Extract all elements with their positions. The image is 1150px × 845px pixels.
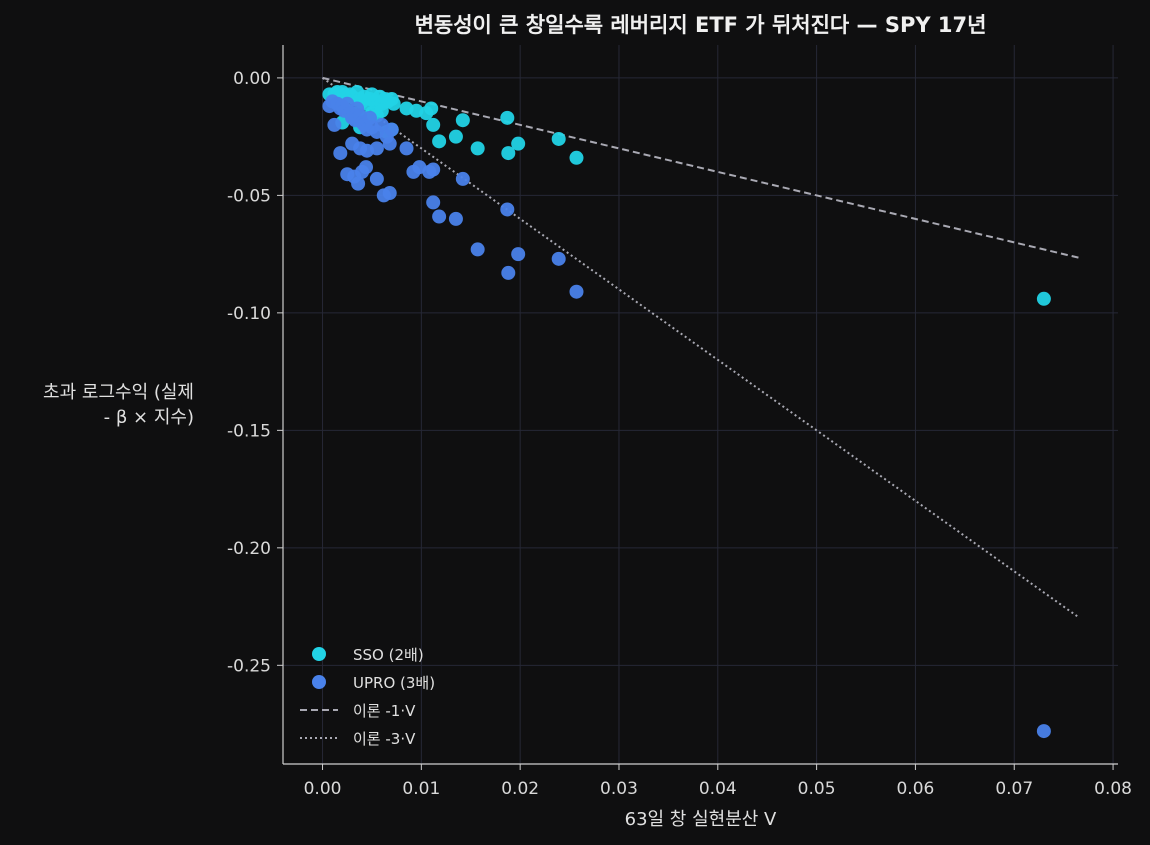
tick-labels: 0.00 0.01 0.02 0.03 0.04 0.05 0.06 0.07 0.08 0.00… bbox=[227, 69, 1132, 799]
x-tick-label: 0.04 bbox=[699, 779, 737, 799]
sso-point bbox=[386, 96, 401, 111]
upro-point bbox=[369, 171, 384, 186]
legend: SSO (2배) UPRO (3배) 이론 -1·V 이론 -3·V bbox=[300, 646, 435, 748]
upro-point bbox=[1036, 724, 1051, 739]
axes bbox=[277, 45, 1118, 770]
legend-label: SSO (2배) bbox=[353, 646, 424, 664]
x-tick-label: 0.01 bbox=[402, 779, 440, 799]
x-tick-label: 0.08 bbox=[1094, 779, 1132, 799]
legend-marker-upro bbox=[312, 675, 326, 689]
upro-point bbox=[501, 265, 516, 280]
upro-point bbox=[426, 162, 441, 177]
legend-entry: 이론 -3·V bbox=[300, 730, 416, 748]
x-axis-title: 63일 창 실현분산 V bbox=[625, 809, 777, 830]
sso-point bbox=[448, 129, 463, 144]
upro-point bbox=[333, 146, 348, 161]
y-axis-title-line-2: - β × 지수) bbox=[104, 407, 194, 428]
theory-lines bbox=[321, 76, 1080, 618]
sso-point bbox=[470, 141, 485, 156]
x-tick-label: 0.00 bbox=[304, 779, 342, 799]
upro-point bbox=[382, 136, 397, 151]
sso-point bbox=[500, 110, 515, 125]
legend-entry: SSO (2배) bbox=[312, 646, 424, 664]
legend-label: 이론 -1·V bbox=[353, 702, 416, 720]
upro-point bbox=[569, 284, 584, 299]
upro-point bbox=[369, 141, 384, 156]
sso-point bbox=[432, 134, 447, 149]
upro-point bbox=[384, 122, 399, 137]
sso-point bbox=[1036, 291, 1051, 306]
x-tick-label: 0.03 bbox=[600, 779, 638, 799]
legend-marker-sso bbox=[312, 647, 326, 661]
upro-point bbox=[470, 242, 485, 257]
sso-point bbox=[374, 103, 389, 118]
upro-point bbox=[351, 176, 366, 191]
sso-point bbox=[569, 150, 584, 165]
y-tick-label: -0.25 bbox=[227, 656, 271, 676]
sso-point bbox=[424, 101, 439, 116]
upro-point bbox=[327, 117, 342, 132]
upro-point bbox=[432, 209, 447, 224]
scatter-points bbox=[322, 84, 1051, 739]
y-tick-label: 0.00 bbox=[233, 69, 271, 89]
chart-title: 변동성이 큰 창일수록 레버리지 ETF 가 뒤처진다 — SPY 17년 bbox=[415, 13, 987, 37]
theory-line-1v bbox=[322, 76, 1079, 259]
sso-point bbox=[511, 136, 526, 151]
x-tick-label: 0.05 bbox=[798, 779, 836, 799]
upro-point bbox=[426, 195, 441, 210]
legend-label: UPRO (3배) bbox=[353, 674, 435, 692]
upro-point bbox=[399, 141, 414, 156]
upro-point bbox=[500, 202, 515, 217]
grid bbox=[283, 45, 1118, 764]
sso-point bbox=[426, 117, 441, 132]
upro-point bbox=[551, 251, 566, 266]
upro-point bbox=[455, 171, 470, 186]
y-tick-label: -0.20 bbox=[227, 539, 271, 559]
legend-label: 이론 -3·V bbox=[353, 730, 416, 748]
x-tick-label: 0.06 bbox=[896, 779, 934, 799]
y-axis-title-line-1: 초과 로그수익 (실제 bbox=[43, 382, 194, 403]
y-tick-label: -0.10 bbox=[227, 304, 271, 324]
y-tick-label: -0.05 bbox=[227, 186, 271, 206]
legend-entry: UPRO (3배) bbox=[312, 674, 435, 692]
upro-point bbox=[382, 186, 397, 201]
y-tick-label: -0.15 bbox=[227, 421, 271, 441]
sso-point bbox=[455, 113, 470, 128]
legend-entry: 이론 -1·V bbox=[300, 702, 416, 720]
x-tick-label: 0.07 bbox=[995, 779, 1033, 799]
sso-point bbox=[551, 131, 566, 146]
theory-line-3v bbox=[321, 77, 1080, 618]
upro-point bbox=[511, 247, 526, 262]
upro-point bbox=[448, 211, 463, 226]
x-tick-label: 0.02 bbox=[501, 779, 539, 799]
sso-point bbox=[501, 146, 516, 161]
upro-point bbox=[359, 160, 374, 175]
